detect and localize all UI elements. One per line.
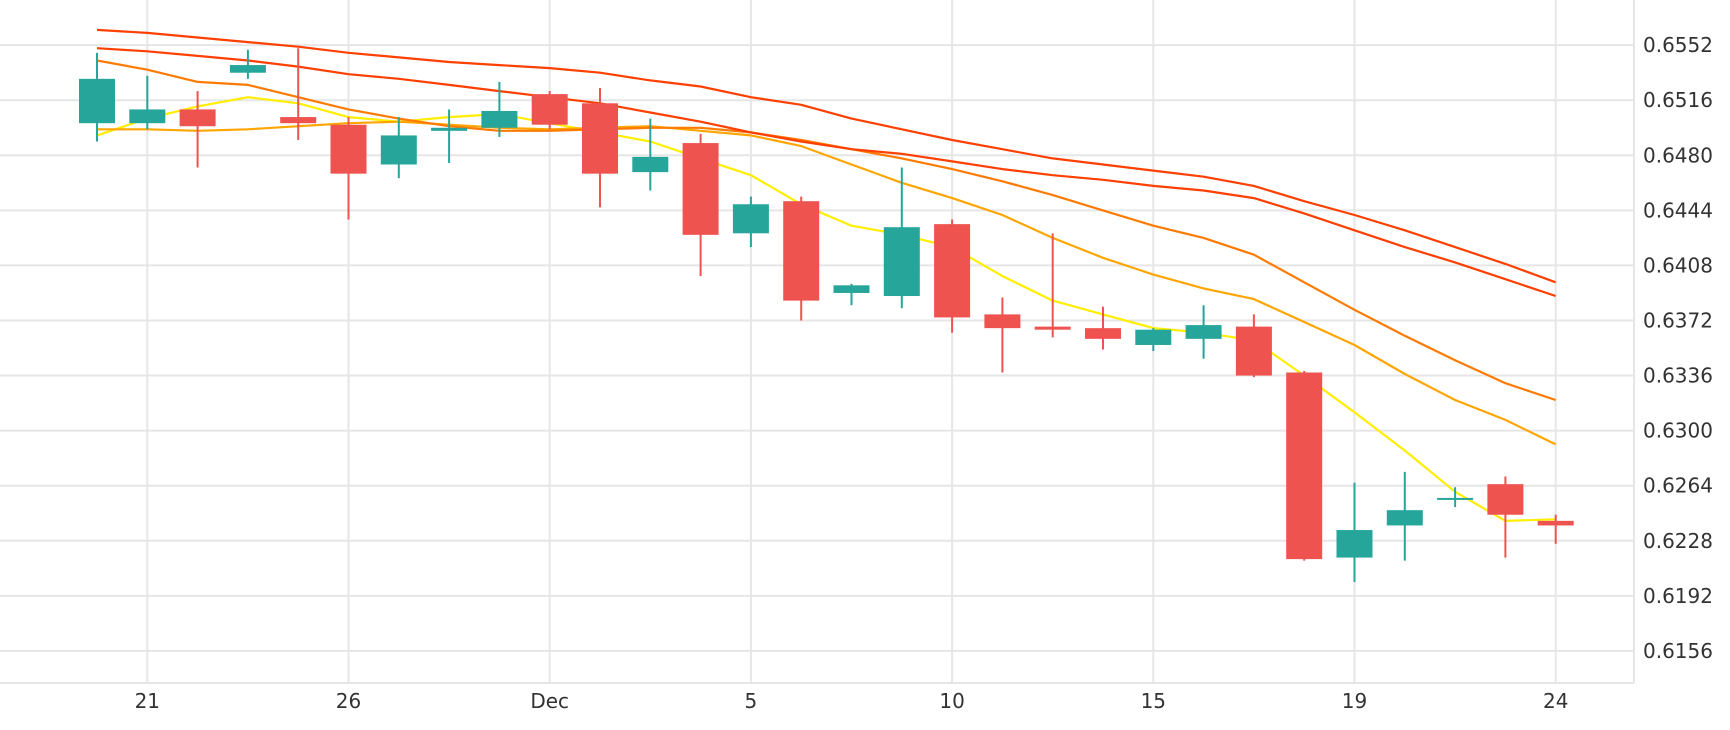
x-tick-label: 10 (939, 689, 964, 713)
candle-body (1487, 484, 1524, 515)
y-tick-label: 0.6336 (1643, 364, 1713, 388)
x-tick-label: Dec (530, 689, 569, 713)
candle-body (632, 156, 669, 173)
x-tick-label: 15 (1141, 689, 1166, 713)
candle-body (1437, 497, 1474, 500)
candle-body (682, 143, 719, 235)
candle-body (1235, 326, 1272, 376)
candle-body (1034, 326, 1071, 330)
y-tick-label: 0.6444 (1643, 198, 1713, 222)
candle-body (1286, 372, 1323, 560)
candle-body (732, 204, 769, 234)
candle-body (833, 285, 870, 293)
ma-line (96, 47, 1557, 298)
axes: 0.6552 0.6516 0.6480 0.6444 0.6408 0.6372 0.63… (135, 33, 1713, 713)
candle-body (1135, 329, 1172, 345)
x-tick-label: 5 (745, 689, 758, 713)
y-tick-label: 0.6480 (1643, 143, 1713, 167)
y-tick-label: 0.6156 (1643, 639, 1713, 663)
candle-body (582, 103, 618, 174)
candle-body (934, 224, 971, 318)
candle-body (1537, 520, 1574, 526)
candle-body (1085, 328, 1121, 339)
candle-body (330, 124, 367, 174)
candle-body (380, 135, 417, 165)
x-tick-label: 24 (1543, 689, 1568, 713)
candle-body (280, 117, 317, 124)
candle-body (984, 314, 1021, 329)
candle-body (179, 109, 216, 127)
ma-line (96, 96, 1556, 522)
candle-body (1336, 530, 1373, 558)
candle-body (783, 201, 820, 301)
y-tick-label: 0.6516 (1643, 88, 1713, 112)
ma-line (97, 120, 1557, 446)
x-tick-label: 26 (336, 689, 361, 713)
candle-body (1185, 325, 1222, 339)
moving-average-lines (96, 28, 1557, 522)
y-tick-label: 0.6300 (1643, 419, 1713, 443)
y-tick-label: 0.6228 (1643, 529, 1713, 553)
candle-body (431, 127, 468, 131)
grid (0, 0, 1635, 684)
y-tick-label: 0.6552 (1643, 33, 1713, 57)
candle-body (79, 78, 115, 124)
y-tick-label: 0.6408 (1643, 253, 1713, 277)
y-tick-label: 0.6192 (1643, 584, 1713, 608)
candle-body (481, 110, 518, 128)
candle-body (883, 227, 920, 297)
y-tick-label: 0.6372 (1643, 308, 1713, 332)
x-tick-label: 21 (135, 689, 160, 713)
y-tick-label: 0.6264 (1643, 474, 1713, 498)
x-tick-label: 19 (1342, 689, 1367, 713)
candle-body (229, 65, 266, 73)
candles (79, 48, 1574, 583)
candle-body (1386, 510, 1423, 526)
ma-line (96, 28, 1557, 284)
candle-body (129, 109, 166, 124)
candle-body (531, 94, 568, 125)
